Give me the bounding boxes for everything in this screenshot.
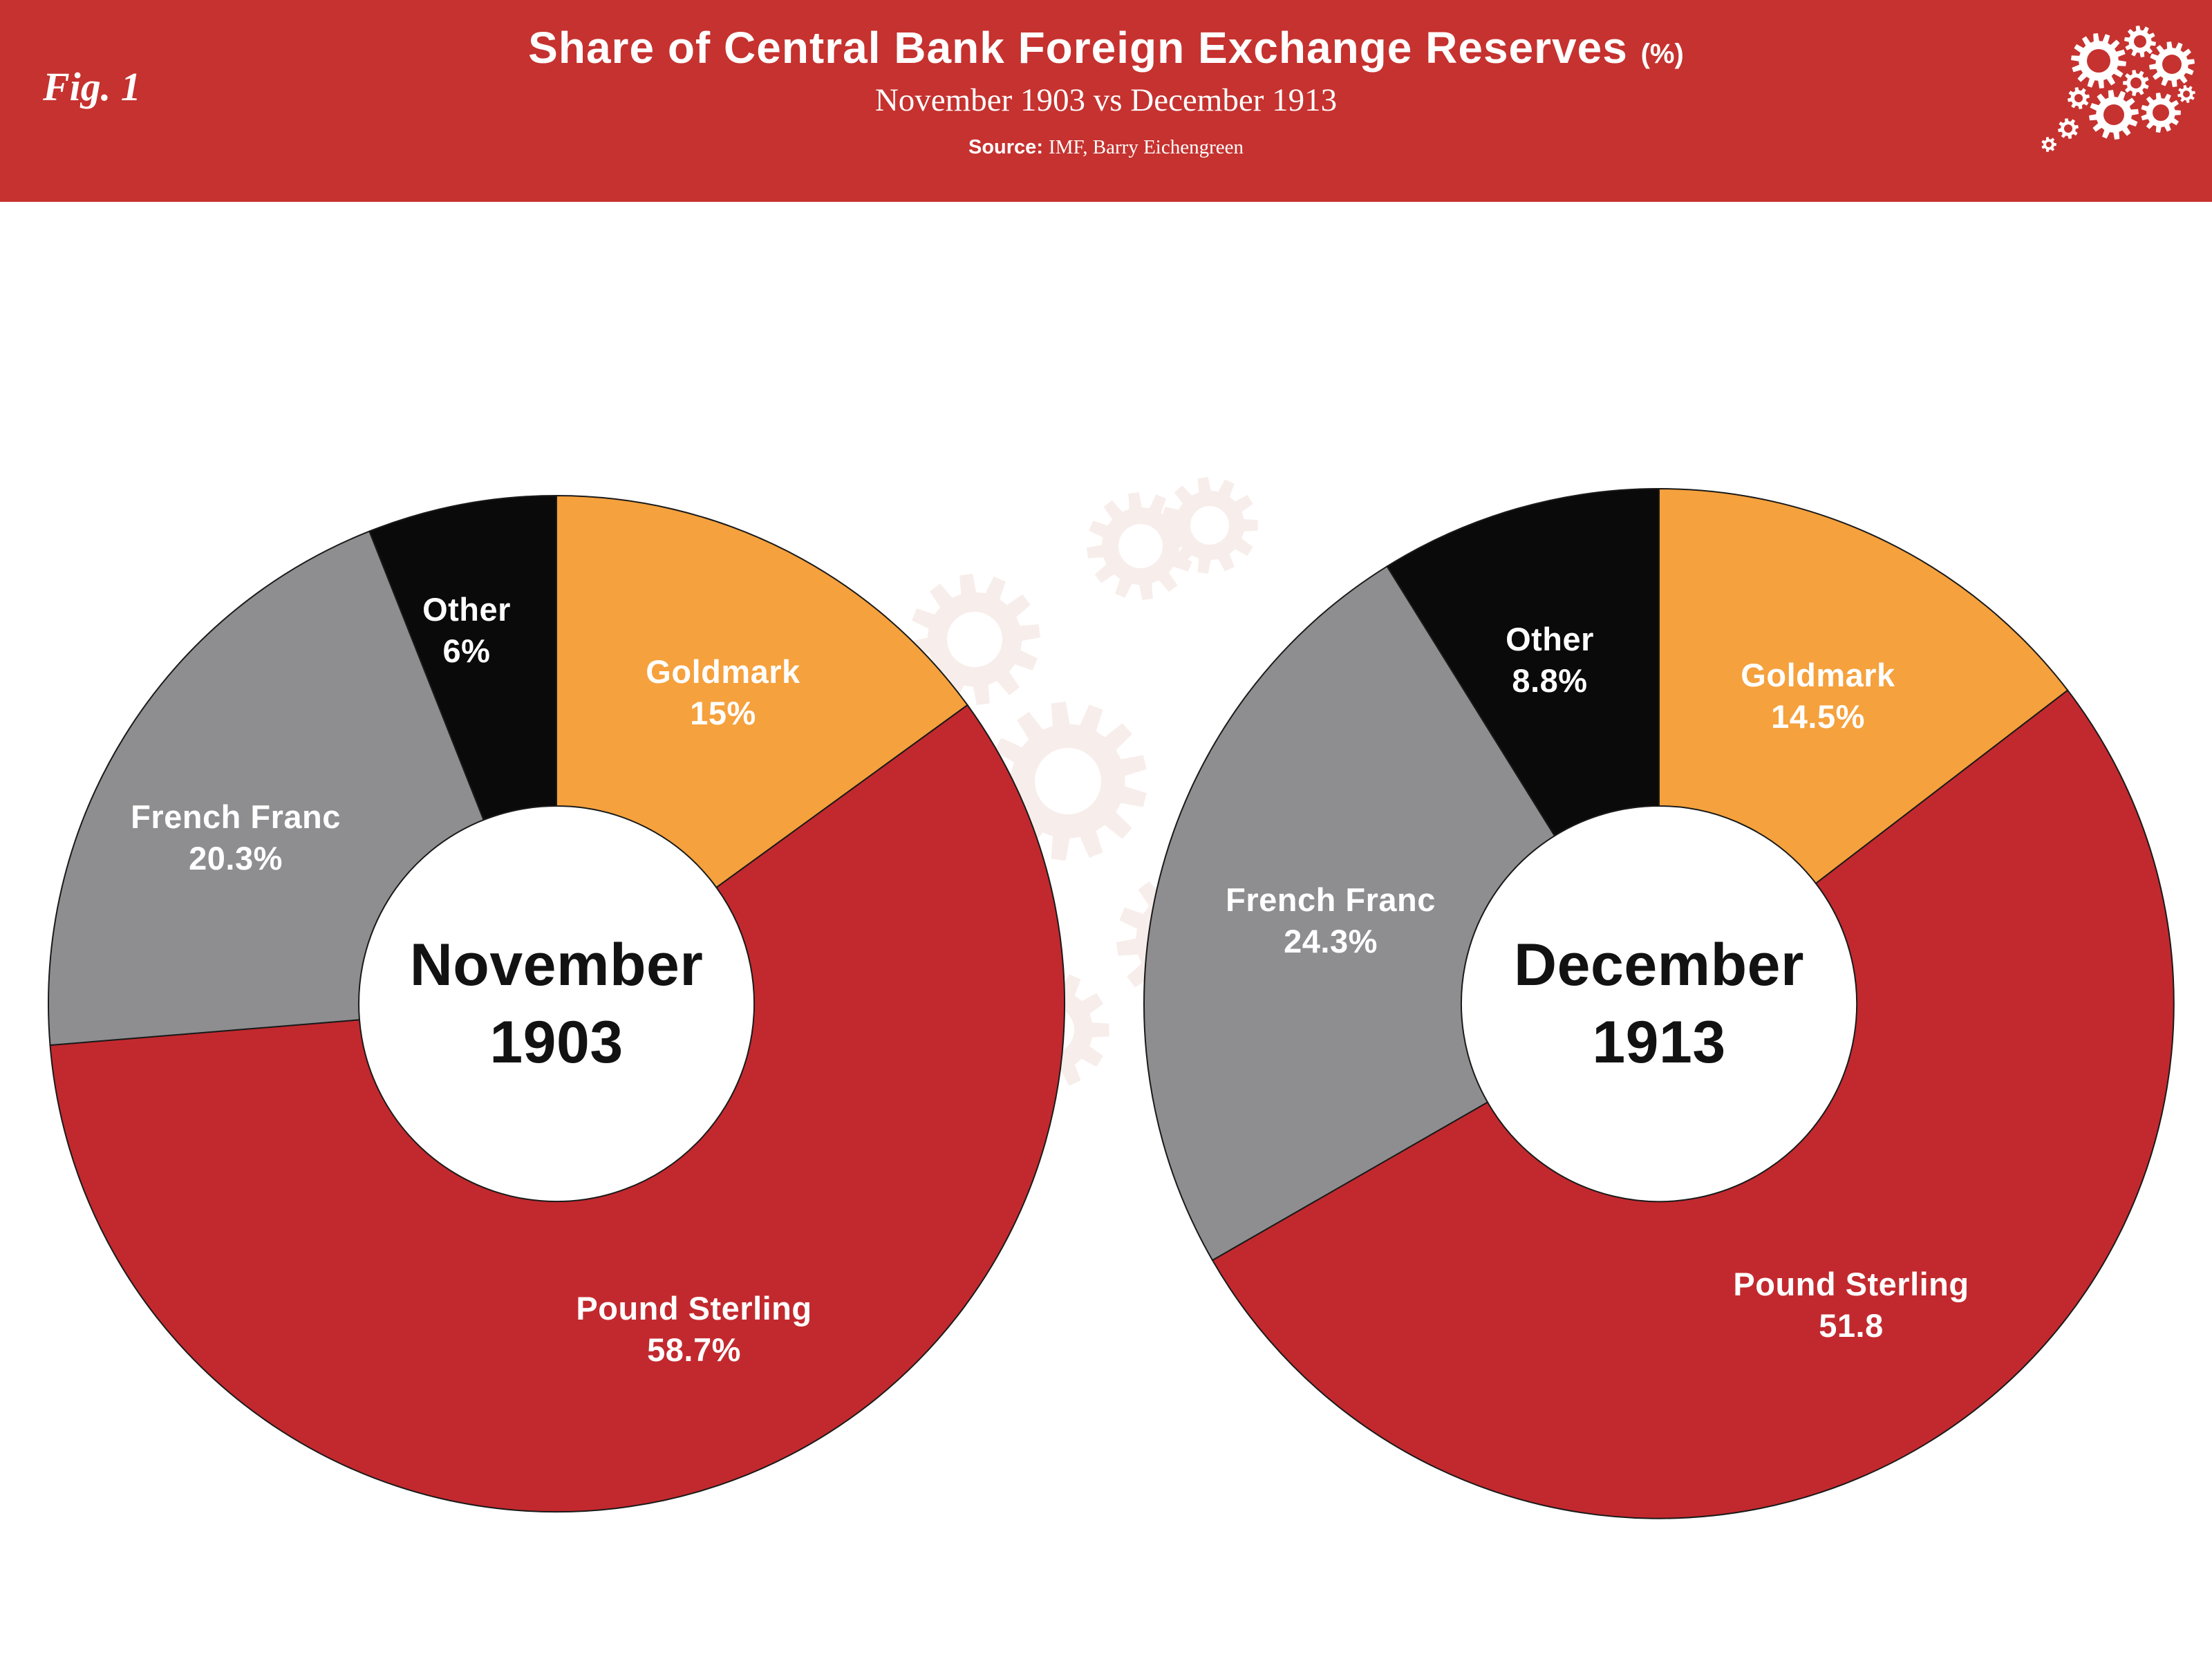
gear-icon: [1162, 477, 1258, 574]
pie-segment-goldmark-0: [556, 494, 968, 889]
segment-value: 58.7%: [647, 1331, 741, 1368]
donut-center-label-november-1903: November 1903: [410, 926, 704, 1081]
gear-icon: [2124, 26, 2156, 57]
segment-name: French Franc: [1226, 881, 1436, 918]
segment-value: 6%: [442, 632, 491, 669]
gear-icon: [2068, 87, 2090, 109]
figure-tag: Fig. 1: [43, 64, 141, 109]
segment-label-other-1913: Other 8.8%: [1506, 619, 1594, 702]
gear-icon: [2149, 41, 2195, 87]
segment-label-goldmark-1903: Goldmark 15%: [646, 651, 800, 734]
page-title: Share of Central Bank Foreign Exchange R…: [0, 25, 2212, 77]
segment-value: 51.8: [1819, 1307, 1884, 1344]
gear-icon: [2071, 33, 2126, 88]
segment-label-goldmark-1913: Goldmark 14.5%: [1741, 655, 1895, 738]
segment-value: 14.5%: [1771, 698, 1865, 735]
center-line-2: 1913: [1592, 1009, 1726, 1076]
gear-icon: [2041, 137, 2056, 152]
subtitle: November 1903 vs December 1913: [874, 82, 1338, 118]
segment-name: Pound Sterling: [1733, 1266, 1969, 1302]
pie-segment-goldmark-1: [1658, 487, 2069, 885]
gear-icon: [2141, 93, 2181, 133]
source-note: Source: IMF, Barry Eichengreen: [0, 136, 2212, 159]
gear-icon: [2123, 70, 2149, 96]
pie-segment-pound-sterling-1: [1211, 689, 2175, 1519]
center-line-1: November: [409, 932, 704, 998]
donut-center-label-december-1913: December 1913: [1514, 926, 1804, 1081]
source-text: IMF, Barry Eichengreen: [1049, 136, 1244, 158]
center-line-2: 1903: [489, 1009, 624, 1076]
segment-value: 8.8%: [1512, 662, 1588, 699]
header-text-block: Share of Central Bank Foreign Exchange R…: [0, 0, 2212, 159]
pie-segment-pound-sterling-0: [49, 704, 1066, 1513]
gear-icon: [1087, 492, 1194, 600]
center-line-1: December: [1514, 932, 1804, 998]
pie-segment-french-franc-0: [48, 530, 485, 1047]
pie-segment-french-franc-1: [1143, 565, 1556, 1262]
segment-label-other-1903: Other 6%: [422, 589, 511, 672]
segment-label-french-franc-1913: French Franc 24.3%: [1226, 879, 1436, 962]
segment-label-french-franc-1903: French Franc 20.3%: [131, 796, 341, 879]
gear-icon: [2177, 85, 2195, 103]
segment-name: Other: [422, 591, 511, 628]
gear-icon: [2089, 90, 2139, 140]
segment-value: 20.3%: [189, 840, 283, 877]
segment-value: 24.3%: [1284, 923, 1378, 959]
segment-label-pound-sterling-1903: Pound Sterling 58.7%: [576, 1288, 812, 1371]
segment-name: Goldmark: [1741, 657, 1895, 693]
pie-segment-other-0: [368, 494, 557, 821]
segment-label-pound-sterling-1913: Pound Sterling 51.8: [1733, 1264, 1969, 1347]
segment-value: 15%: [690, 695, 756, 731]
segment-name: Other: [1506, 621, 1594, 657]
header-banner: Fig. 1 Share of Central Bank Foreign Exc…: [0, 0, 2212, 202]
title-text: Share of Central Bank Foreign Exchange R…: [528, 23, 1628, 73]
segment-name: Pound Sterling: [576, 1290, 812, 1327]
title-percent-suffix: (%): [1640, 39, 1684, 69]
segment-name: Goldmark: [646, 653, 800, 690]
gears-logo-icon: [2041, 26, 2195, 152]
source-label: Source:: [968, 136, 1043, 158]
pie-segment-other-1: [1386, 487, 1660, 837]
segment-name: French Franc: [131, 798, 341, 835]
gear-icon: [2058, 118, 2079, 139]
